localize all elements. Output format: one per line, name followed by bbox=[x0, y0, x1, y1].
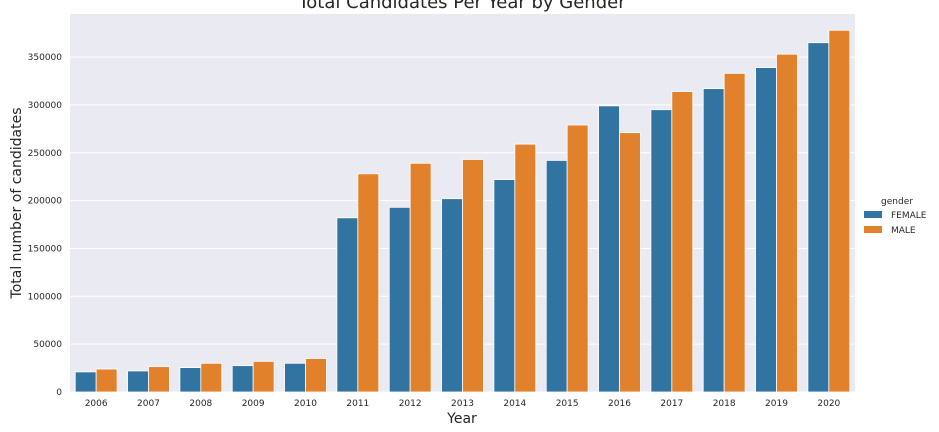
bar-male-2006 bbox=[95, 368, 118, 393]
x-tick-label: 2007 bbox=[137, 399, 160, 409]
x-tick-labels: 2006 2007 2008 2009 2010 2011 2012 2013 2014 2015… bbox=[85, 399, 841, 409]
bar-male-2014 bbox=[514, 143, 537, 393]
legend-label-female: FEMALE bbox=[891, 211, 927, 221]
x-tick-label: 2017 bbox=[660, 399, 683, 409]
y-tick-label: 250000 bbox=[28, 149, 63, 159]
bars bbox=[74, 29, 851, 393]
bar-female-2010 bbox=[284, 362, 306, 393]
x-tick-label: 2006 bbox=[85, 399, 108, 409]
bar-female-2011 bbox=[336, 217, 359, 393]
y-tick-label: 100000 bbox=[28, 292, 63, 302]
y-tick-label: 50000 bbox=[33, 340, 62, 350]
bar-male-2010 bbox=[305, 358, 327, 393]
bar-female-2014 bbox=[493, 179, 516, 393]
x-tick-label: 2009 bbox=[242, 399, 265, 409]
bar-male-2018 bbox=[723, 72, 746, 393]
x-tick-label: 2018 bbox=[713, 399, 736, 409]
x-tick-label: 2012 bbox=[399, 399, 422, 409]
bar-female-2009 bbox=[231, 365, 254, 393]
y-tick-labels: 0 50000 100000 150000 200000 250000 300000 3500… bbox=[28, 53, 63, 398]
bar-female-2006 bbox=[74, 371, 97, 393]
x-axis-title: Year bbox=[446, 411, 477, 427]
bar-male-2008 bbox=[200, 362, 223, 393]
bar-female-2019 bbox=[755, 67, 777, 393]
y-tick-label: 150000 bbox=[28, 244, 63, 254]
x-tick-label: 2008 bbox=[189, 399, 212, 409]
bar-female-2012 bbox=[388, 206, 411, 393]
bar-male-2007 bbox=[148, 366, 170, 393]
x-tick-label: 2014 bbox=[503, 399, 526, 409]
y-axis-title: Total number of candidates bbox=[9, 108, 25, 300]
y-tick-label: 350000 bbox=[28, 53, 63, 63]
x-tick-label: 2013 bbox=[451, 399, 474, 409]
y-tick-label: 0 bbox=[56, 388, 62, 398]
legend-label-male: MALE bbox=[891, 226, 916, 236]
legend-swatch-female bbox=[864, 211, 882, 218]
x-tick-label: 2015 bbox=[556, 399, 579, 409]
bar-female-2007 bbox=[127, 370, 149, 393]
bar-female-2018 bbox=[702, 88, 725, 393]
x-tick-label: 2011 bbox=[346, 399, 369, 409]
bar-male-2017 bbox=[671, 91, 694, 393]
bar-male-2016 bbox=[619, 132, 641, 393]
bar-male-2015 bbox=[566, 124, 589, 393]
bar-female-2016 bbox=[598, 105, 620, 393]
bar-female-2008 bbox=[179, 367, 202, 393]
x-tick-label: 2016 bbox=[608, 399, 631, 409]
bar-male-2020 bbox=[828, 29, 851, 393]
bar-male-2011 bbox=[357, 173, 380, 393]
bar-male-2013 bbox=[462, 159, 484, 393]
x-tick-label: 2020 bbox=[817, 399, 840, 409]
bar-male-2009 bbox=[252, 360, 275, 393]
bar-male-2012 bbox=[409, 162, 432, 393]
bar-female-2017 bbox=[650, 109, 673, 393]
bar-female-2013 bbox=[441, 198, 463, 393]
y-tick-label: 300000 bbox=[28, 101, 63, 111]
x-tick-label: 2010 bbox=[294, 399, 317, 409]
bar-female-2015 bbox=[545, 160, 568, 393]
x-tick-label: 2019 bbox=[765, 399, 788, 409]
legend-title: gender bbox=[881, 197, 913, 207]
legend-swatch-male bbox=[864, 226, 882, 233]
y-tick-label: 200000 bbox=[28, 197, 63, 207]
bar-female-2020 bbox=[807, 42, 830, 393]
chart-title: Total Candidates Per Year by Gender bbox=[297, 0, 626, 13]
bar-male-2019 bbox=[776, 53, 798, 393]
legend: gender FEMALE MALE bbox=[864, 197, 927, 236]
